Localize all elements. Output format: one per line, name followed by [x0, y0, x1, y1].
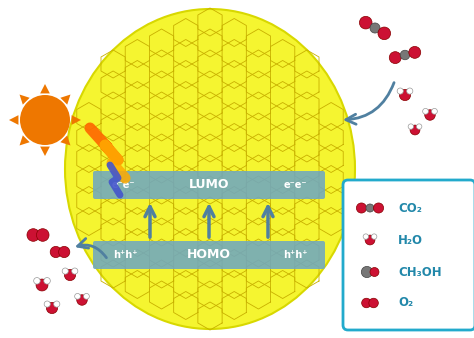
FancyArrowPatch shape	[78, 239, 107, 258]
Text: HOMO: HOMO	[187, 248, 231, 262]
Circle shape	[36, 279, 48, 291]
Circle shape	[363, 234, 368, 239]
Polygon shape	[60, 135, 71, 145]
Circle shape	[64, 269, 75, 281]
Circle shape	[370, 23, 380, 33]
Circle shape	[400, 50, 410, 60]
Circle shape	[409, 46, 421, 58]
Circle shape	[44, 277, 50, 284]
Circle shape	[59, 246, 70, 258]
Polygon shape	[72, 115, 81, 125]
Circle shape	[407, 88, 413, 94]
Ellipse shape	[65, 9, 355, 329]
FancyArrowPatch shape	[346, 82, 394, 124]
Circle shape	[356, 203, 366, 213]
Circle shape	[423, 108, 428, 114]
Circle shape	[431, 108, 438, 114]
Circle shape	[74, 293, 81, 299]
Text: H₂O: H₂O	[398, 234, 423, 246]
Polygon shape	[40, 147, 50, 156]
Polygon shape	[40, 84, 50, 93]
Circle shape	[50, 246, 62, 258]
Polygon shape	[9, 115, 18, 125]
FancyBboxPatch shape	[93, 171, 325, 199]
Text: h⁺h⁺: h⁺h⁺	[113, 250, 137, 260]
Polygon shape	[19, 135, 30, 145]
Circle shape	[83, 293, 90, 299]
Circle shape	[44, 301, 50, 307]
Circle shape	[397, 88, 403, 94]
Circle shape	[389, 52, 401, 64]
Text: O₂: O₂	[398, 296, 413, 310]
Circle shape	[417, 124, 422, 129]
Circle shape	[372, 234, 377, 239]
Circle shape	[400, 89, 410, 101]
Circle shape	[36, 229, 49, 241]
Text: CO₂: CO₂	[398, 201, 422, 215]
Circle shape	[359, 16, 372, 29]
Circle shape	[62, 268, 68, 274]
Circle shape	[362, 298, 371, 308]
Circle shape	[378, 27, 391, 40]
Circle shape	[374, 203, 383, 213]
Circle shape	[34, 277, 40, 284]
Text: h⁺h⁺: h⁺h⁺	[283, 250, 307, 260]
Text: LUMO: LUMO	[189, 178, 229, 192]
Circle shape	[77, 295, 87, 305]
Circle shape	[410, 125, 420, 135]
Circle shape	[72, 268, 78, 274]
Text: e⁻e⁻: e⁻e⁻	[283, 180, 307, 190]
Circle shape	[361, 266, 373, 277]
Circle shape	[20, 95, 70, 145]
Circle shape	[408, 124, 413, 129]
Circle shape	[27, 229, 39, 241]
Polygon shape	[60, 95, 71, 105]
Polygon shape	[19, 95, 30, 105]
Circle shape	[54, 301, 60, 307]
Circle shape	[369, 298, 378, 308]
FancyBboxPatch shape	[343, 180, 474, 330]
FancyBboxPatch shape	[93, 241, 325, 269]
Circle shape	[365, 235, 375, 245]
Text: e⁻e⁻: e⁻e⁻	[111, 180, 135, 190]
Circle shape	[370, 267, 379, 276]
Circle shape	[46, 303, 58, 314]
Circle shape	[425, 110, 435, 120]
Text: CH₃OH: CH₃OH	[398, 266, 442, 279]
Circle shape	[366, 204, 374, 212]
